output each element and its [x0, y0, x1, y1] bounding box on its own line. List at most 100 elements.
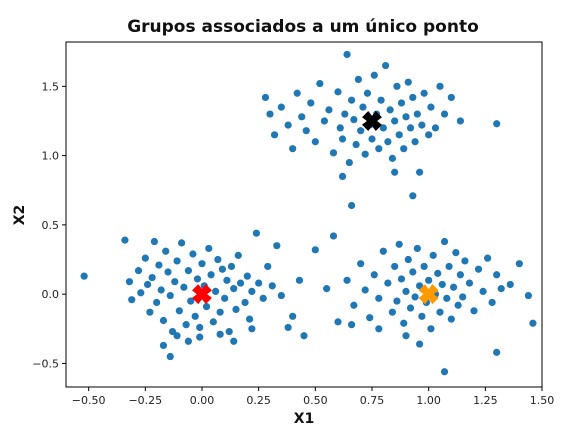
data-point	[391, 168, 399, 176]
data-point	[413, 244, 421, 253]
data-point	[416, 340, 424, 348]
data-point	[175, 307, 183, 315]
data-point	[427, 103, 435, 111]
data-point	[379, 124, 387, 132]
data-point	[164, 268, 172, 276]
data-point	[223, 276, 231, 284]
data-point	[221, 294, 229, 302]
data-point	[173, 332, 181, 340]
data-point	[459, 293, 467, 301]
data-point	[193, 275, 202, 283]
data-point	[506, 280, 514, 289]
data-point	[438, 280, 446, 289]
data-point	[218, 265, 226, 273]
x-tick-label: 1.25	[473, 394, 498, 407]
data-point	[493, 348, 501, 356]
data-point	[431, 124, 440, 132]
centroid-markers	[191, 110, 439, 305]
data-point	[227, 262, 236, 271]
data-point	[144, 280, 152, 289]
data-point	[382, 61, 390, 70]
data-point	[409, 268, 417, 276]
data-point	[202, 303, 211, 311]
data-point	[384, 138, 392, 146]
x-tick-label: 0.75	[360, 394, 385, 407]
data-point	[293, 89, 301, 97]
data-point	[386, 106, 394, 114]
data-point	[395, 240, 403, 248]
data-point	[302, 127, 310, 135]
data-point	[391, 262, 399, 271]
data-point	[234, 251, 242, 259]
data-point	[336, 124, 344, 132]
data-point	[406, 304, 415, 312]
data-point	[425, 276, 433, 284]
data-point	[479, 287, 487, 295]
data-point	[348, 201, 356, 210]
data-point	[377, 96, 385, 104]
data-point	[125, 278, 134, 286]
data-point	[357, 260, 365, 268]
data-point	[402, 332, 410, 340]
data-point	[354, 75, 362, 84]
data-point	[450, 283, 458, 291]
data-point	[350, 115, 358, 124]
data-point	[397, 99, 406, 107]
data-point	[361, 150, 369, 158]
data-point	[400, 145, 408, 153]
data-point	[436, 308, 444, 316]
data-point	[497, 285, 505, 293]
data-point	[447, 93, 455, 102]
data-point	[409, 93, 417, 102]
data-point	[121, 236, 129, 244]
data-point	[493, 271, 501, 279]
data-point	[429, 251, 437, 259]
data-point	[456, 117, 464, 125]
data-point	[338, 135, 347, 143]
y-tick-label: −0.5	[32, 357, 59, 370]
data-point	[146, 308, 154, 316]
data-point	[461, 257, 469, 265]
x-tick-label: −0.25	[128, 394, 162, 407]
data-point	[409, 192, 417, 200]
data-point	[207, 271, 215, 279]
data-point	[445, 262, 453, 271]
data-point	[452, 249, 460, 257]
data-point	[189, 250, 197, 258]
data-point	[404, 255, 412, 264]
data-point	[345, 158, 353, 167]
data-point	[198, 260, 206, 268]
data-point	[465, 279, 474, 287]
data-point	[359, 103, 367, 111]
data-point	[180, 283, 188, 291]
data-point	[171, 278, 179, 286]
data-point	[436, 82, 444, 90]
y-tick-label: 1.0	[42, 150, 60, 163]
data-point	[155, 261, 163, 269]
data-point	[153, 298, 161, 307]
data-point	[406, 124, 415, 132]
data-point	[311, 138, 319, 146]
data-point	[388, 154, 396, 162]
data-point	[329, 232, 338, 240]
data-point	[474, 265, 483, 273]
data-point	[456, 271, 464, 279]
data-point	[159, 316, 168, 325]
data-point	[420, 89, 428, 97]
data-point	[295, 276, 304, 284]
data-points	[80, 50, 537, 376]
data-point	[350, 301, 358, 309]
data-point	[150, 237, 158, 246]
plot-area	[65, 41, 543, 388]
data-point	[379, 247, 387, 255]
data-point	[255, 279, 263, 287]
y-axis-label: X2	[12, 205, 28, 226]
data-point	[216, 330, 224, 338]
data-point	[273, 242, 281, 250]
data-point	[334, 318, 342, 326]
data-point	[196, 333, 204, 341]
data-point	[488, 298, 496, 307]
data-point	[440, 110, 449, 118]
centroid-x-marker	[418, 284, 439, 305]
data-point	[307, 99, 315, 107]
